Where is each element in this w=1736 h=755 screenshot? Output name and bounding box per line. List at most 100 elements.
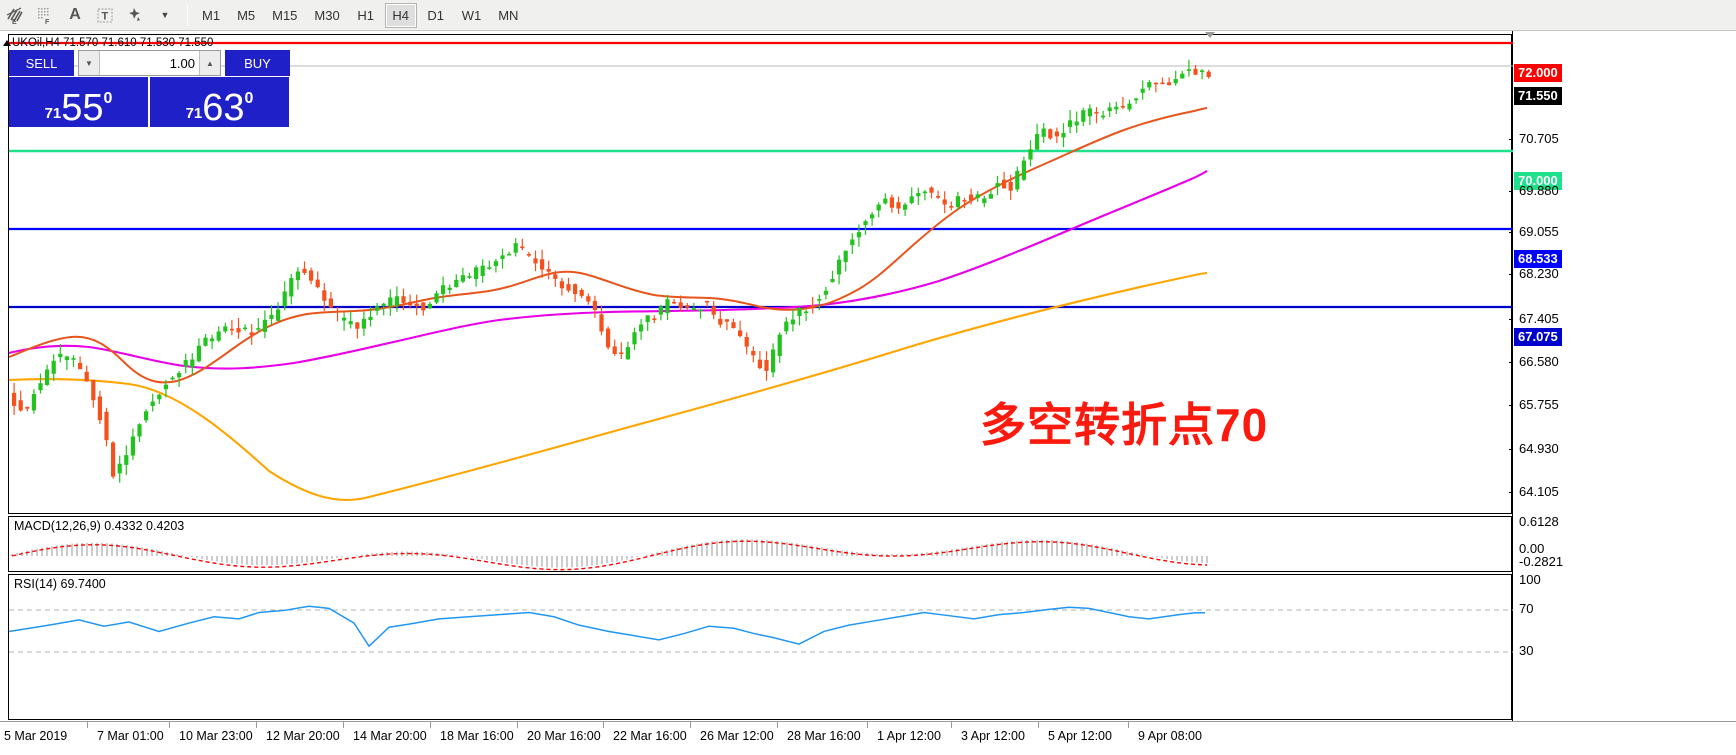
candle-body — [130, 436, 135, 456]
time-axis-label-1: 7 Mar 01:00 — [97, 729, 164, 743]
macd-histogram — [11, 539, 1208, 568]
chevron-down-icon[interactable]: ▼ — [160, 10, 170, 20]
objects-icon[interactable] — [120, 2, 150, 29]
price-axis-label-64.105: 64.105 — [1519, 484, 1559, 499]
candle-body — [843, 250, 848, 262]
candle-body — [797, 307, 802, 317]
rsi-pane[interactable]: RSI(14) 69.7400 — [8, 574, 1512, 720]
chart-annotation-text: 多空转折点70 — [980, 399, 1269, 451]
buy-price-display[interactable]: 71 63 0 — [150, 77, 289, 127]
candle-body — [1068, 120, 1073, 127]
candle-body — [553, 274, 558, 279]
sell-price-display[interactable]: 71 55 0 — [9, 77, 148, 127]
candle-body — [1173, 79, 1178, 84]
timeframe-mn[interactable]: MN — [498, 7, 519, 23]
timeframe-d1[interactable]: D1 — [427, 7, 445, 23]
sell-button[interactable]: SELL — [9, 50, 74, 76]
candle-body — [1160, 82, 1165, 85]
candle-body — [969, 194, 974, 201]
candle-body — [45, 369, 50, 385]
candle-body — [586, 296, 591, 302]
candle-body — [856, 232, 861, 238]
candle-body — [949, 206, 954, 208]
timeframe-m15[interactable]: M15 — [272, 7, 298, 23]
svg-text:F: F — [45, 19, 50, 25]
candle-body — [18, 400, 23, 411]
candle-body — [870, 214, 875, 219]
time-axis-tick — [777, 722, 778, 728]
sell-price-prefix: 71 — [44, 105, 62, 122]
candle-body — [309, 270, 314, 281]
candlestick-series — [12, 59, 1211, 483]
candle-body — [955, 196, 960, 208]
candle-body — [790, 319, 795, 325]
candle-body — [1186, 69, 1191, 71]
time-axis[interactable]: 5 Mar 2019 7 Mar 01:00 10 Mar 23:00 12 Mar … — [0, 721, 1736, 755]
candle-body — [889, 197, 894, 208]
candle-body — [12, 392, 17, 406]
buy-price-prefix: 71 — [185, 105, 203, 122]
candle-body — [342, 317, 347, 321]
price-plot — [9, 41, 1513, 501]
candle-body — [645, 315, 650, 323]
candle-body — [1120, 105, 1125, 108]
candle-body — [1200, 70, 1205, 72]
candle-body — [216, 331, 221, 341]
candle-body — [408, 301, 413, 306]
price-axis-label-70.705: 70.705 — [1519, 131, 1559, 146]
toolbar: E F A T ▼ M1 M5 M15 M30 H1 H4 D1 W1 MN — [0, 0, 1736, 31]
chart-area[interactable]: UKOil,H4 71.570 71.610 71.530 71.550 MAC… — [0, 31, 1736, 755]
time-axis-label-6: 20 Mar 16:00 — [527, 729, 601, 743]
one-click-trade-panel[interactable]: SELL ▼ 1.00 ▲ BUY 71 55 0 71 63 0 — [9, 50, 290, 128]
candle-body — [863, 221, 868, 226]
candle-body — [388, 297, 393, 307]
trade-panel-prices: 71 55 0 71 63 0 — [9, 77, 290, 127]
candle-body — [460, 275, 465, 282]
grid-icon[interactable]: F — [30, 2, 60, 29]
candle-body — [619, 352, 624, 355]
candle-body — [579, 289, 584, 296]
candle-body — [1087, 108, 1092, 117]
candle-body — [804, 311, 809, 314]
price-axis-tick — [1509, 405, 1513, 406]
price-axis-label-65.755: 65.755 — [1519, 397, 1559, 412]
candle-body — [678, 302, 683, 309]
rsi-axis-label-30: 30 — [1519, 643, 1534, 658]
rsi-plot — [9, 605, 1513, 653]
timeframe-h1[interactable]: H1 — [357, 7, 375, 23]
price-axis-tick — [1509, 492, 1513, 493]
timeframe-m1[interactable]: M1 — [202, 7, 221, 23]
buy-button[interactable]: BUY — [225, 50, 290, 76]
candle-body — [302, 268, 307, 273]
timeframe-m5[interactable]: M5 — [237, 7, 256, 23]
macd-pane[interactable]: MACD(12,26,9) 0.4332 0.4203 — [8, 516, 1512, 572]
buy-price-pips: 63 — [202, 87, 245, 129]
indicators-icon[interactable]: E — [0, 2, 30, 29]
candle-body — [1180, 73, 1185, 79]
candle-body — [540, 259, 545, 270]
text-label-icon[interactable]: T — [90, 2, 120, 29]
volume-decrease-icon[interactable]: ▼ — [79, 51, 100, 75]
price-axis-tick — [1509, 274, 1513, 275]
candle-body — [1107, 107, 1112, 112]
candle-body — [375, 306, 380, 311]
timeframe-m30[interactable]: M30 — [314, 7, 340, 23]
timeframe-w1[interactable]: W1 — [461, 7, 482, 23]
candle-body — [962, 200, 967, 202]
candle-body — [599, 314, 604, 332]
candle-body — [1134, 98, 1139, 101]
volume-stepper[interactable]: ▼ 1.00 ▲ — [78, 50, 221, 76]
candle-body — [500, 255, 505, 259]
text-icon[interactable]: A — [69, 6, 81, 23]
volume-input[interactable]: 1.00 — [169, 55, 195, 71]
buy-price-fraction: 0 — [244, 90, 254, 107]
candle-body — [982, 198, 987, 204]
candle-body — [533, 258, 538, 264]
volume-increase-icon[interactable]: ▲ — [199, 51, 220, 75]
price-axis-label-66.580: 66.580 — [1519, 354, 1559, 369]
time-axis-tick — [343, 722, 344, 728]
candle-body — [546, 268, 551, 272]
candle-body — [823, 290, 828, 295]
price-axis[interactable]: 72.000 71.550 70.705 70.000 69.880 69.055 68.5… — [1509, 31, 1736, 721]
timeframe-h4[interactable]: H4 — [384, 2, 417, 28]
